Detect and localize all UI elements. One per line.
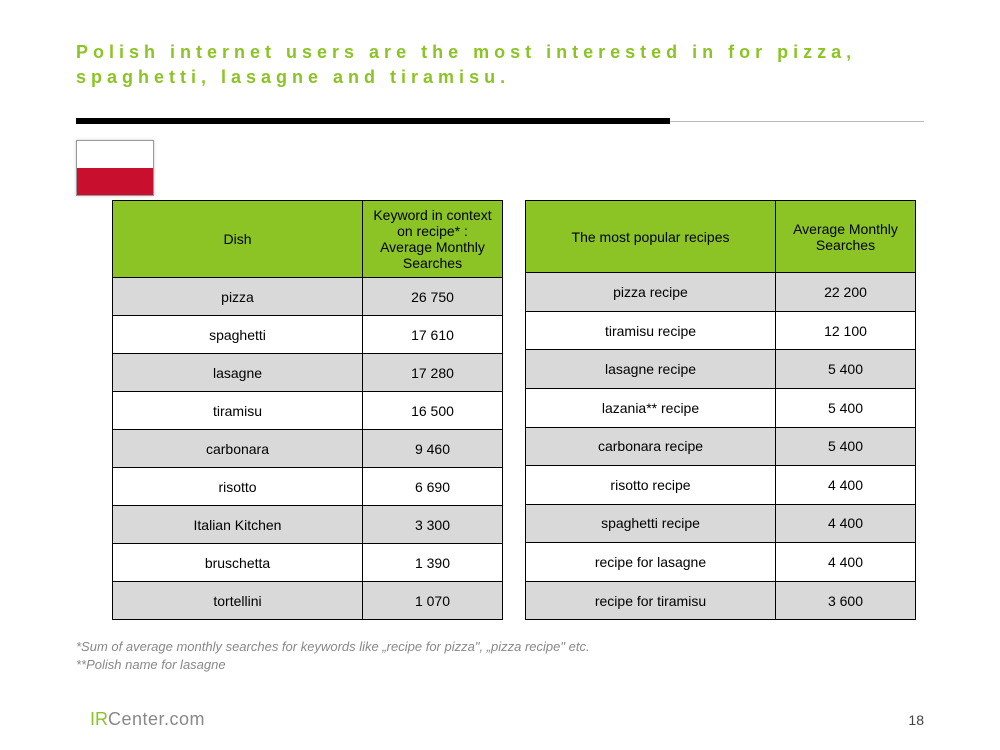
table-row: tiramisu recipe12 100	[526, 311, 916, 350]
dish-table-header-searches: Keyword in context on recipe* : Average …	[363, 201, 503, 278]
dish-table: Dish Keyword in context on recipe* : Ave…	[112, 200, 503, 620]
table-cell: tiramisu recipe	[526, 311, 776, 350]
table-cell: lasagne recipe	[526, 350, 776, 389]
table-row: risotto recipe4 400	[526, 466, 916, 505]
table-cell: 1 390	[363, 544, 503, 582]
table-cell: 5 400	[776, 427, 916, 466]
table-cell: 22 200	[776, 273, 916, 312]
table-cell: lasagne	[113, 354, 363, 392]
recipe-table: The most popular recipes Average Monthly…	[525, 200, 916, 620]
divider-bold	[76, 118, 670, 124]
table-cell: 4 400	[776, 543, 916, 582]
table-row: lasagne recipe5 400	[526, 350, 916, 389]
table-row: tiramisu16 500	[113, 392, 503, 430]
table-cell: 17 280	[363, 354, 503, 392]
table-cell: tortellini	[113, 582, 363, 620]
table-cell: 16 500	[363, 392, 503, 430]
table-cell: spaghetti recipe	[526, 504, 776, 543]
table-row: pizza26 750	[113, 278, 503, 316]
table-cell: 3 300	[363, 506, 503, 544]
table-cell: risotto recipe	[526, 466, 776, 505]
flag-white-stripe	[77, 141, 153, 168]
logo-ir: IR	[90, 709, 108, 729]
dish-table-body: pizza26 750spaghetti17 610lasagne17 280t…	[113, 278, 503, 620]
recipe-table-body: pizza recipe22 200tiramisu recipe12 100l…	[526, 273, 916, 620]
table-row: spaghetti recipe4 400	[526, 504, 916, 543]
ircenter-logo: IRCenter.com	[90, 709, 205, 730]
table-cell: 5 400	[776, 389, 916, 428]
table-row: pizza recipe22 200	[526, 273, 916, 312]
poland-flag-icon	[76, 140, 154, 196]
footnote-2: **Polish name for lasagne	[76, 656, 924, 674]
table-cell: Italian Kitchen	[113, 506, 363, 544]
page-title: Polish internet users are the most inter…	[76, 40, 924, 90]
table-cell: pizza	[113, 278, 363, 316]
table-row: carbonara9 460	[113, 430, 503, 468]
table-cell: lazania** recipe	[526, 389, 776, 428]
table-cell: 26 750	[363, 278, 503, 316]
flag-red-stripe	[77, 168, 153, 195]
table-row: bruschetta1 390	[113, 544, 503, 582]
table-row: risotto6 690	[113, 468, 503, 506]
page-number: 18	[908, 712, 924, 728]
table-cell: risotto	[113, 468, 363, 506]
table-cell: 3 600	[776, 581, 916, 620]
footnotes: *Sum of average monthly searches for key…	[76, 638, 924, 673]
divider-thin	[670, 121, 924, 122]
table-cell: carbonara	[113, 430, 363, 468]
table-cell: tiramisu	[113, 392, 363, 430]
table-cell: 12 100	[776, 311, 916, 350]
table-row: Italian Kitchen3 300	[113, 506, 503, 544]
table-cell: carbonara recipe	[526, 427, 776, 466]
recipe-table-header-recipe: The most popular recipes	[526, 201, 776, 273]
table-cell: 1 070	[363, 582, 503, 620]
table-cell: 4 400	[776, 466, 916, 505]
table-cell: 6 690	[363, 468, 503, 506]
table-cell: recipe for lasagne	[526, 543, 776, 582]
table-cell: bruschetta	[113, 544, 363, 582]
table-cell: 5 400	[776, 350, 916, 389]
dish-table-header-dish: Dish	[113, 201, 363, 278]
table-cell: spaghetti	[113, 316, 363, 354]
recipe-table-header-searches: Average Monthly Searches	[776, 201, 916, 273]
table-row: lasagne17 280	[113, 354, 503, 392]
tables-container: Dish Keyword in context on recipe* : Ave…	[112, 200, 924, 620]
table-row: tortellini1 070	[113, 582, 503, 620]
table-cell: 4 400	[776, 504, 916, 543]
table-row: spaghetti17 610	[113, 316, 503, 354]
table-row: lazania** recipe5 400	[526, 389, 916, 428]
table-cell: recipe for tiramisu	[526, 581, 776, 620]
logo-center: Center.com	[108, 709, 205, 729]
divider	[76, 118, 924, 124]
table-cell: pizza recipe	[526, 273, 776, 312]
table-row: recipe for lasagne4 400	[526, 543, 916, 582]
table-cell: 9 460	[363, 430, 503, 468]
table-row: recipe for tiramisu3 600	[526, 581, 916, 620]
table-row: carbonara recipe5 400	[526, 427, 916, 466]
table-cell: 17 610	[363, 316, 503, 354]
footnote-1: *Sum of average monthly searches for key…	[76, 638, 924, 656]
